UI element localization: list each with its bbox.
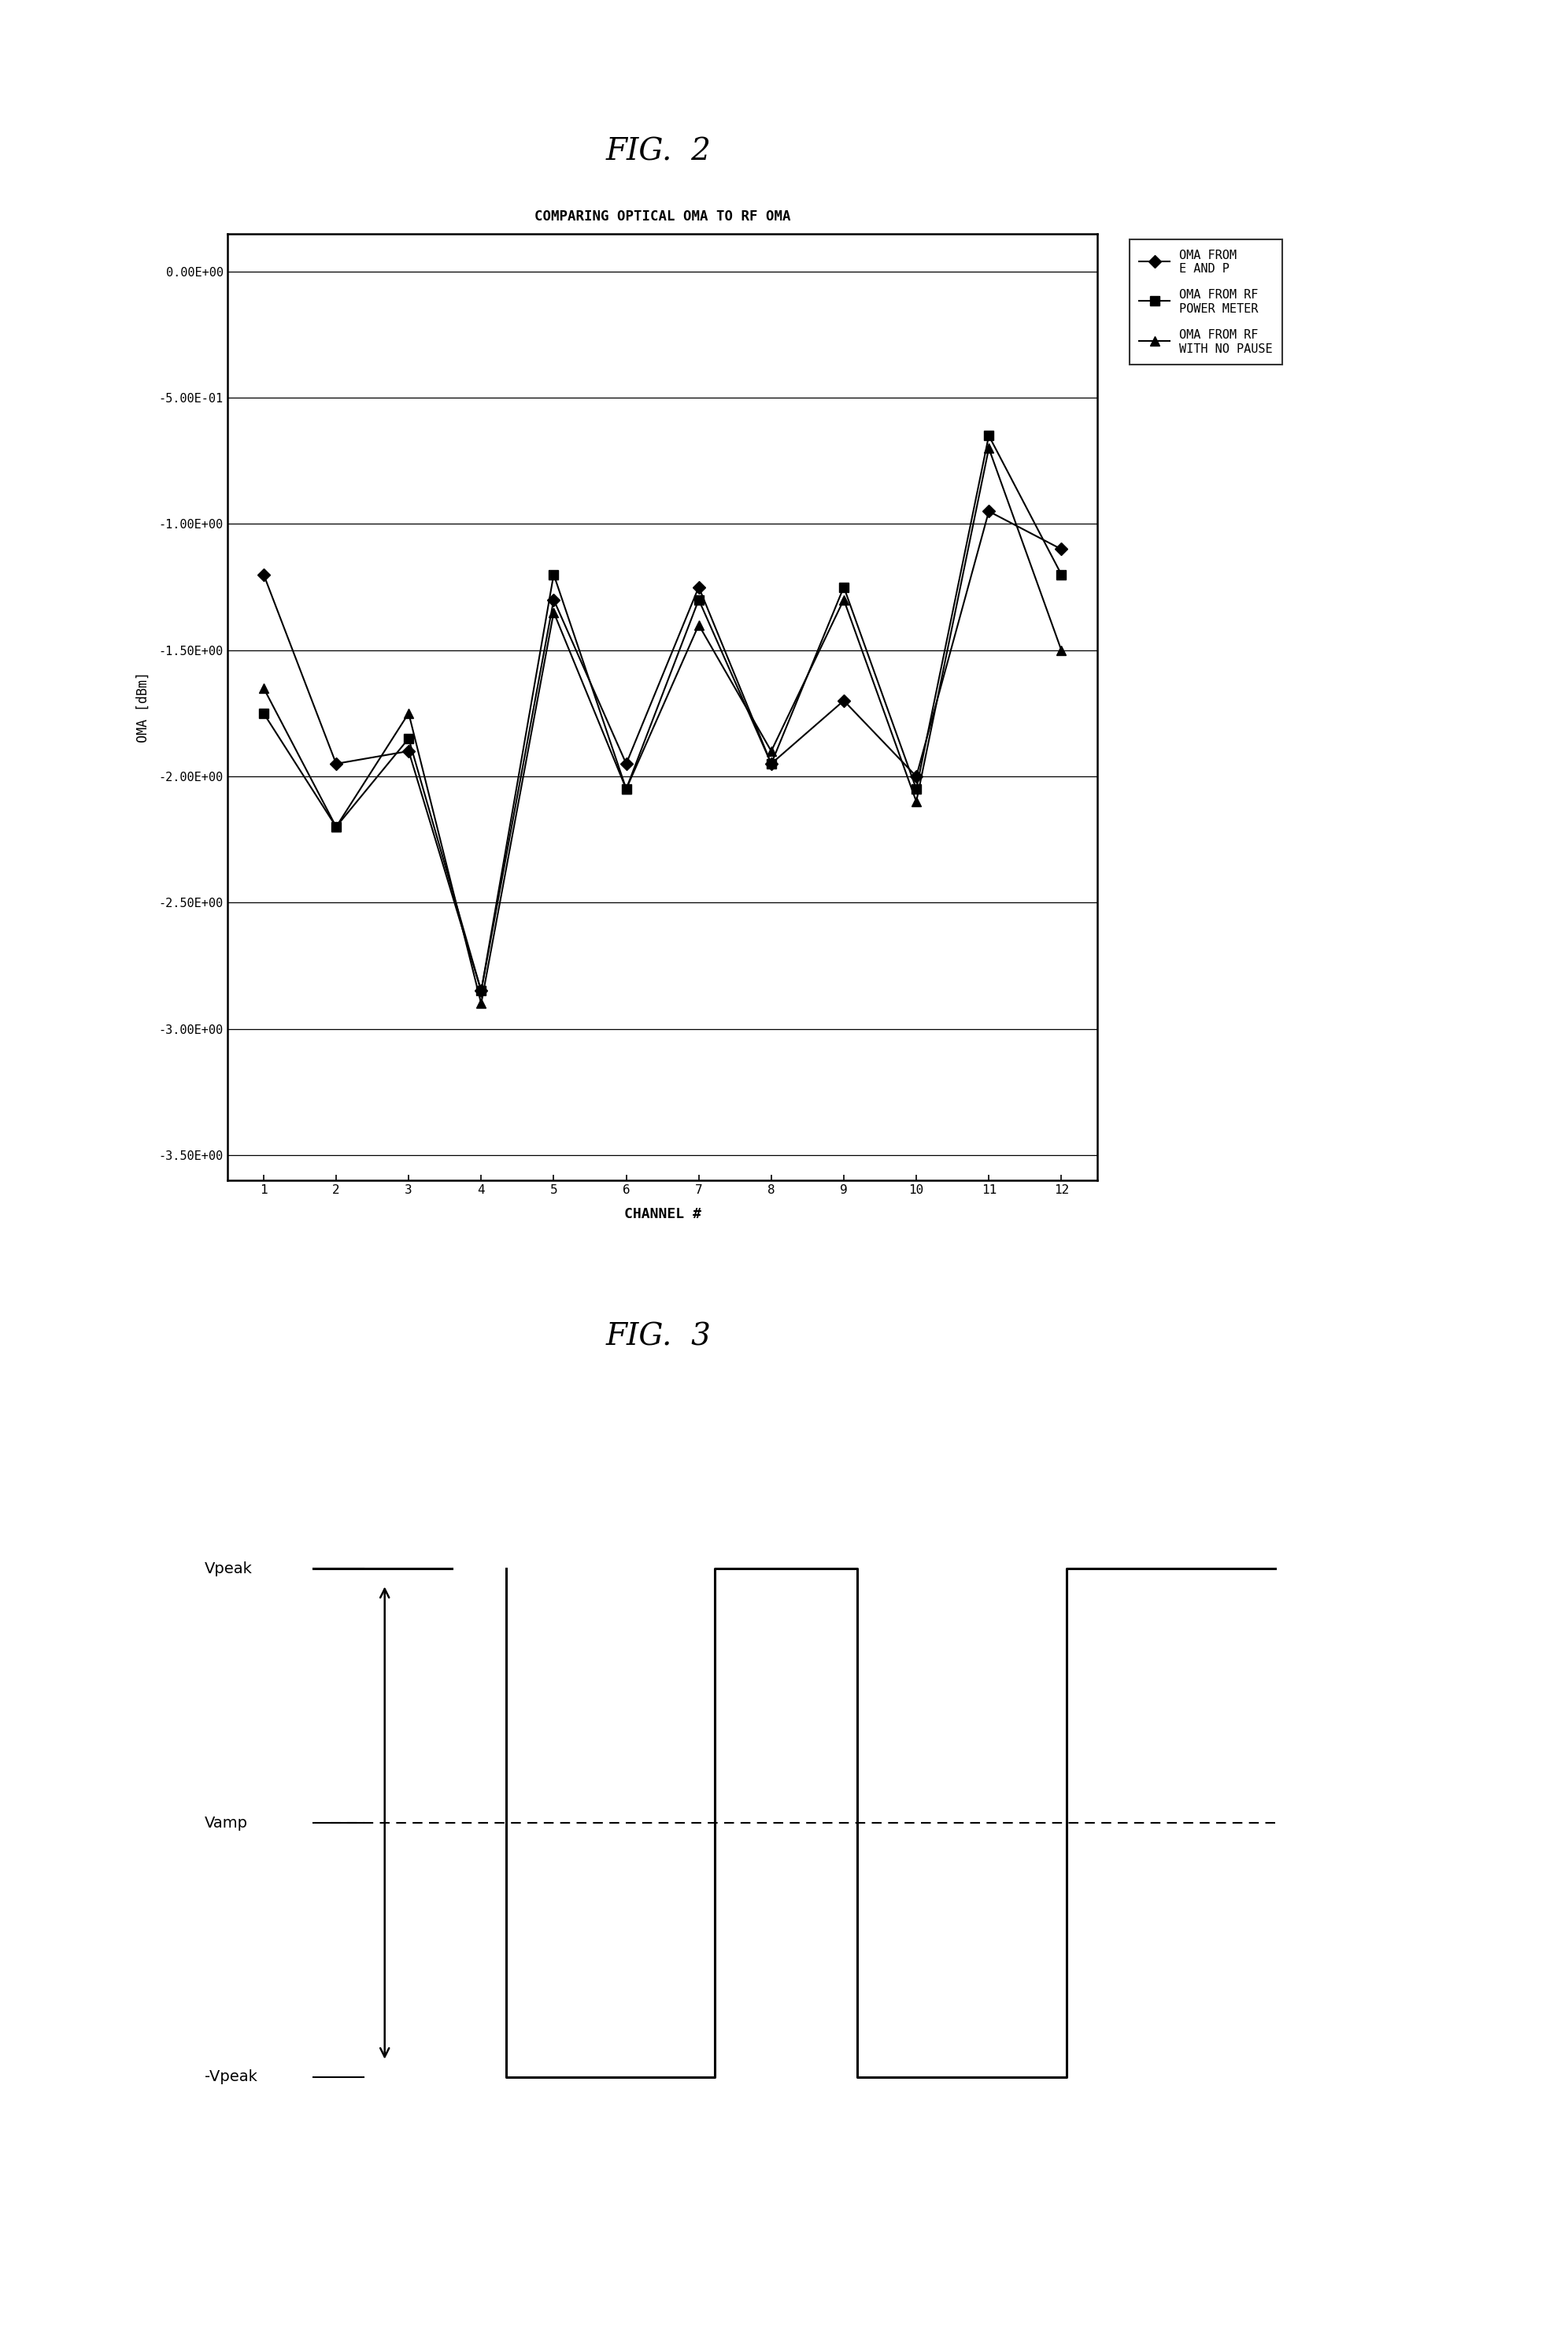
Text: Vamp: Vamp (205, 1816, 248, 1830)
OMA FROM
E AND P (762, 750, 781, 778)
OMA FROM
E AND P (616, 750, 635, 778)
X-axis label: CHANNEL #: CHANNEL # (624, 1206, 701, 1220)
Text: FIG.  2: FIG. 2 (605, 138, 712, 166)
OMA FROM RF
WITH NO PAUSE (472, 989, 491, 1017)
OMA FROM RF
WITH NO PAUSE (690, 610, 709, 638)
OMA FROM RF
POWER METER (690, 587, 709, 615)
Title: COMPARING OPTICAL OMA TO RF OMA: COMPARING OPTICAL OMA TO RF OMA (535, 210, 790, 224)
OMA FROM RF
WITH NO PAUSE (254, 673, 273, 701)
Text: Vpeak: Vpeak (205, 1561, 252, 1575)
Text: FIG.  3: FIG. 3 (605, 1323, 712, 1351)
OMA FROM RF
POWER METER (254, 699, 273, 727)
Line: OMA FROM RF
POWER METER: OMA FROM RF POWER METER (259, 432, 1066, 996)
OMA FROM RF
WITH NO PAUSE (544, 598, 563, 626)
OMA FROM RF
POWER METER (616, 776, 635, 804)
OMA FROM RF
POWER METER (326, 813, 345, 841)
OMA FROM
E AND P (326, 750, 345, 778)
OMA FROM
E AND P (690, 573, 709, 601)
Legend: OMA FROM
E AND P, OMA FROM RF
POWER METER, OMA FROM RF
WITH NO PAUSE: OMA FROM E AND P, OMA FROM RF POWER METE… (1129, 241, 1283, 365)
OMA FROM RF
POWER METER (834, 573, 853, 601)
OMA FROM RF
WITH NO PAUSE (400, 699, 419, 727)
OMA FROM RF
WITH NO PAUSE (616, 776, 635, 804)
Text: -Vpeak: -Vpeak (205, 2071, 257, 2085)
OMA FROM RF
WITH NO PAUSE (906, 788, 925, 816)
OMA FROM RF
POWER METER (472, 977, 491, 1005)
OMA FROM
E AND P (1052, 535, 1071, 563)
Line: OMA FROM RF
WITH NO PAUSE: OMA FROM RF WITH NO PAUSE (259, 444, 1066, 1010)
OMA FROM
E AND P (834, 687, 853, 715)
OMA FROM RF
POWER METER (906, 776, 925, 804)
OMA FROM RF
POWER METER (762, 750, 781, 778)
Y-axis label: OMA [dBm]: OMA [dBm] (136, 671, 151, 743)
OMA FROM RF
WITH NO PAUSE (980, 435, 999, 463)
OMA FROM
E AND P (980, 498, 999, 526)
Line: OMA FROM
E AND P: OMA FROM E AND P (259, 507, 1066, 996)
OMA FROM RF
POWER METER (1052, 561, 1071, 589)
OMA FROM
E AND P (254, 561, 273, 589)
OMA FROM RF
POWER METER (400, 724, 419, 753)
OMA FROM RF
POWER METER (544, 561, 563, 589)
OMA FROM RF
WITH NO PAUSE (834, 587, 853, 615)
OMA FROM RF
WITH NO PAUSE (1052, 636, 1071, 664)
OMA FROM RF
POWER METER (980, 421, 999, 449)
OMA FROM RF
WITH NO PAUSE (326, 813, 345, 841)
OMA FROM
E AND P (472, 977, 491, 1005)
OMA FROM RF
WITH NO PAUSE (762, 736, 781, 764)
OMA FROM
E AND P (544, 587, 563, 615)
OMA FROM
E AND P (400, 736, 419, 764)
OMA FROM
E AND P (906, 762, 925, 790)
